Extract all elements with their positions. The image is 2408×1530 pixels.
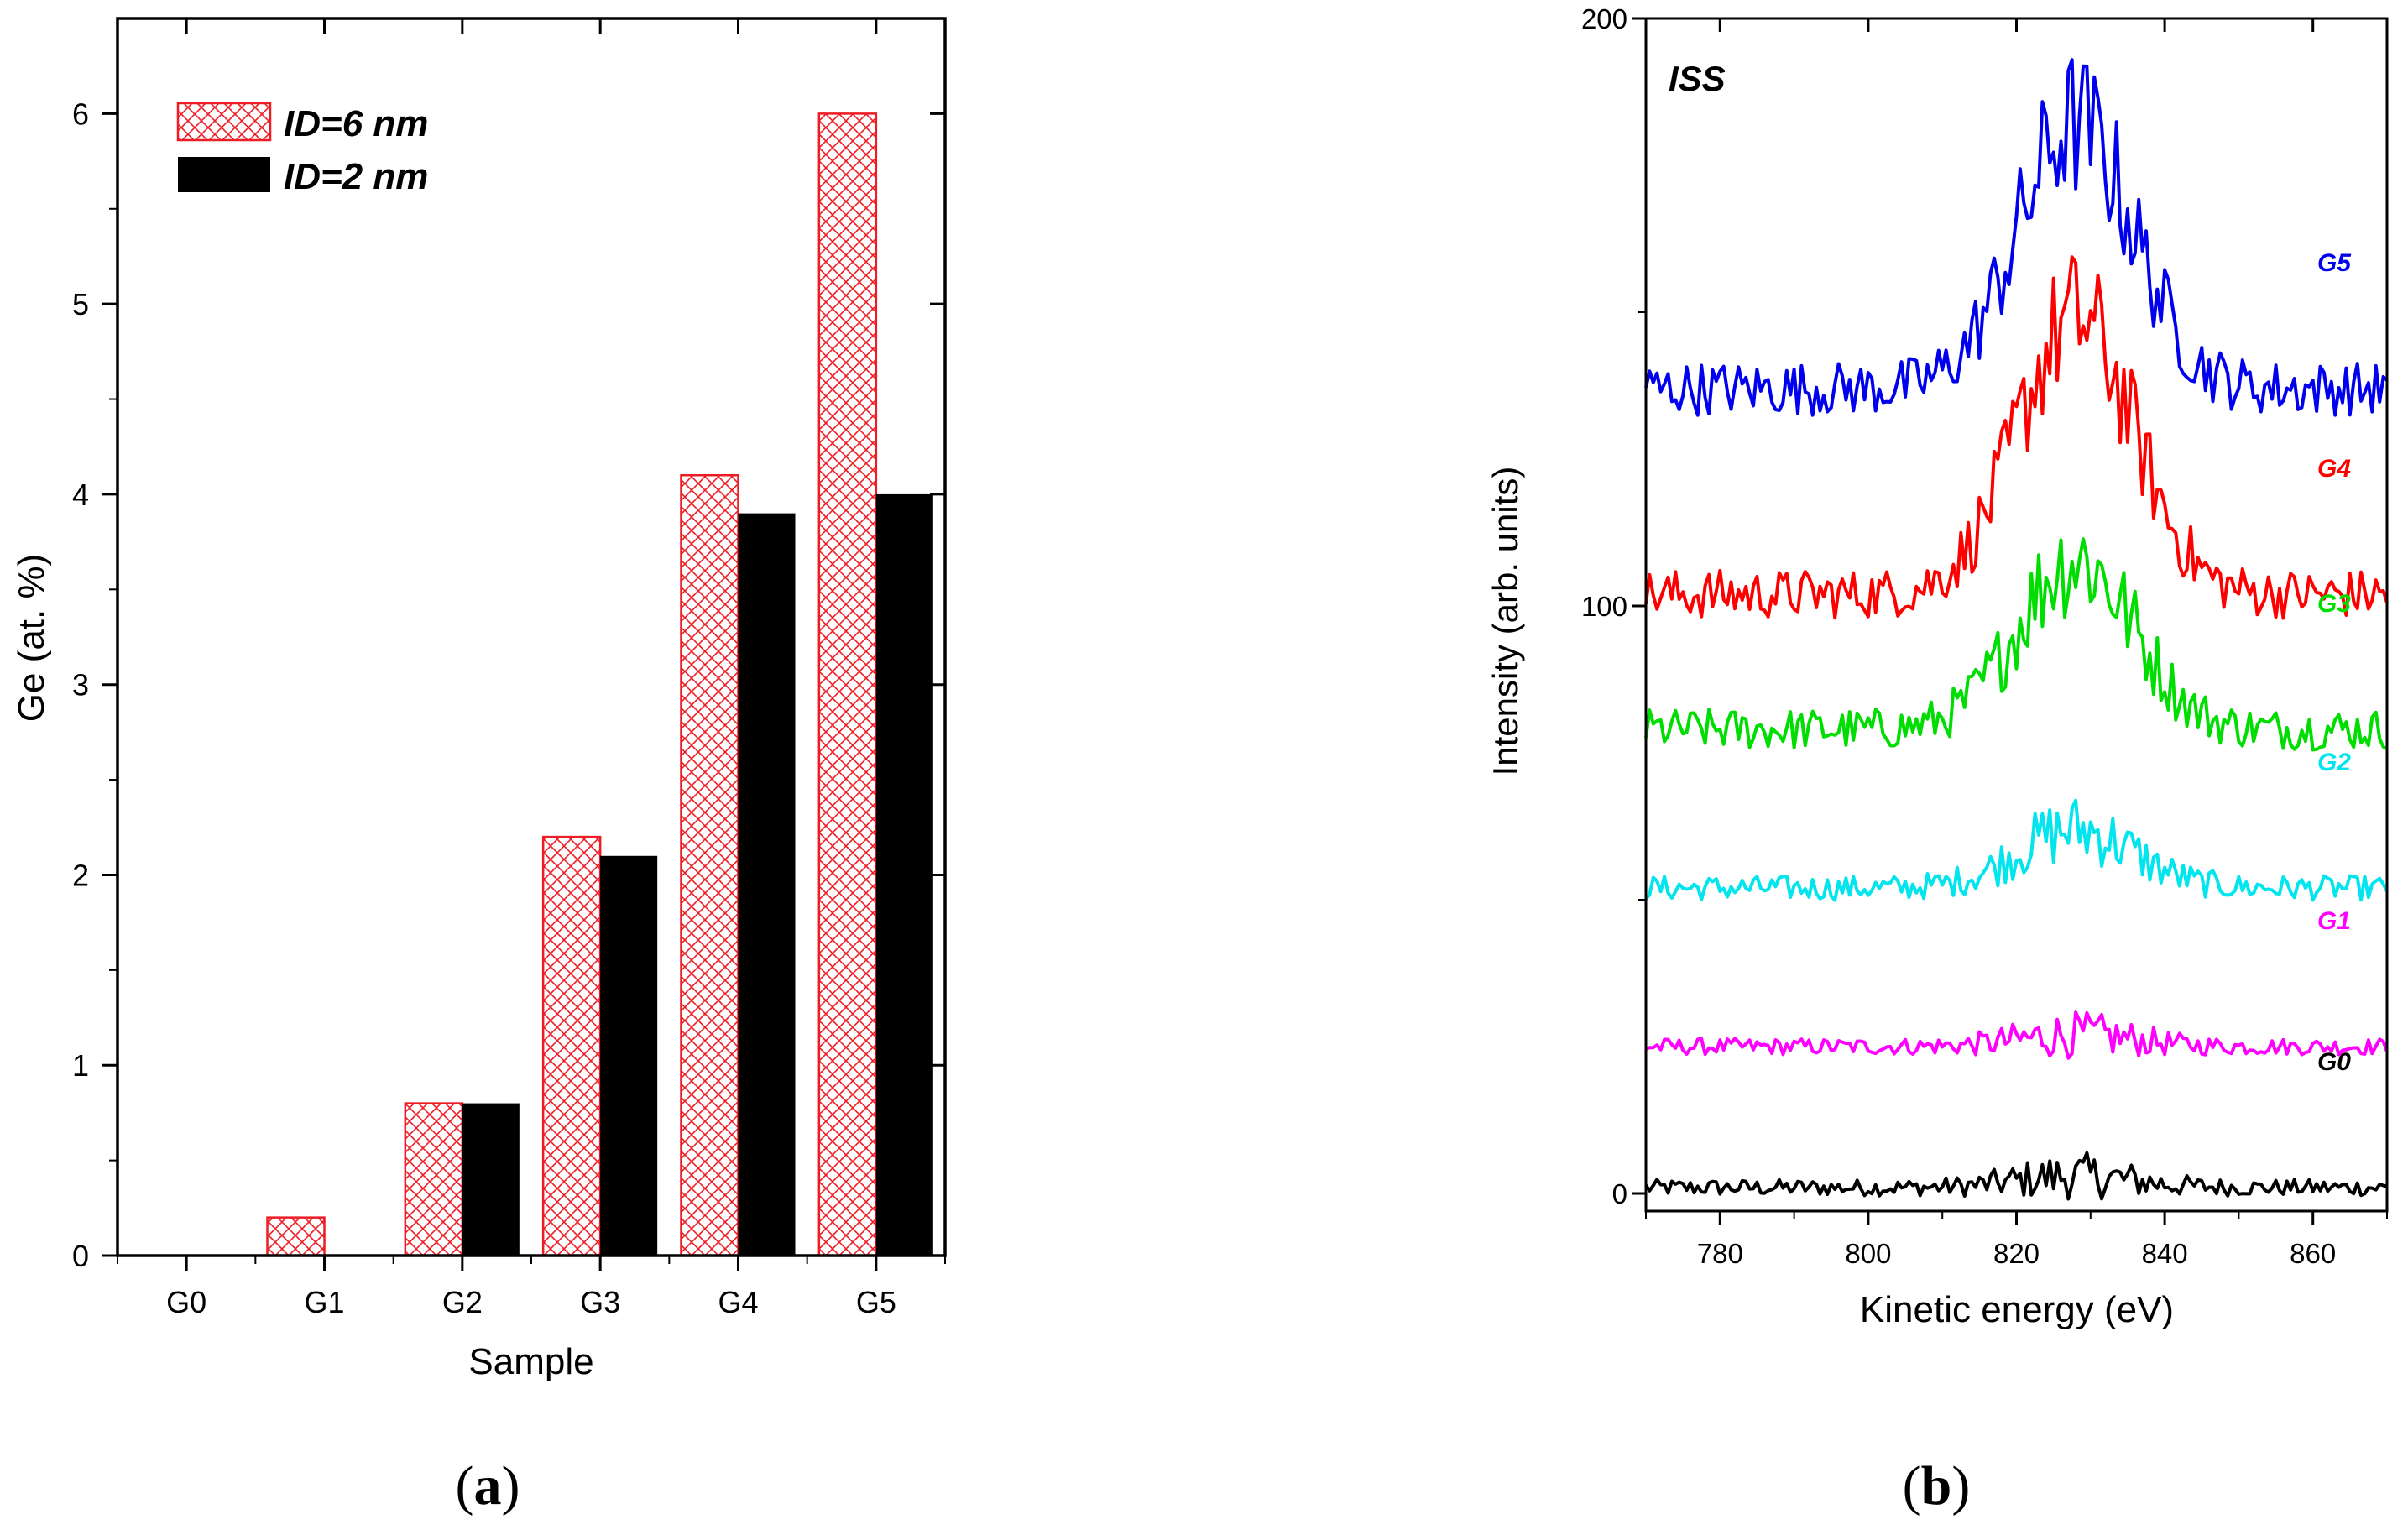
bar-g3-id2	[600, 855, 658, 1256]
spectrum-line-g2	[1644, 798, 2389, 902]
y-tick-label: 5	[72, 287, 89, 321]
x-tick-label: 800	[1845, 1238, 1891, 1269]
x-axis-label: Sample	[468, 1341, 593, 1382]
bar-g4-id6	[680, 473, 739, 1257]
spectra-lines	[1644, 58, 2389, 1201]
series-label-g5: G5	[2317, 249, 2352, 277]
bar-g5-id6	[817, 112, 878, 1257]
spectrum-line-g4	[1644, 255, 2389, 620]
y-axis-label: Intensity (arb. units)	[1486, 467, 1525, 776]
y-tick-label: 3	[72, 668, 89, 702]
bar-g3-id6	[541, 835, 602, 1257]
series-label-g2: G2	[2317, 749, 2351, 776]
x-tick-label: G4	[718, 1285, 758, 1319]
bar-g2-id2	[462, 1103, 520, 1256]
panel-a-bar-chart: 0 1 2 3 4 5 6 G0 G1 G2 G3 G4 G5 Ge (at. %) Sample I…	[11, 17, 947, 1517]
series-label-g1: G1	[2317, 907, 2351, 935]
x-tick-label: 860	[2290, 1238, 2336, 1269]
legend-swatch-id2	[178, 157, 270, 192]
x-tick-label: 780	[1697, 1238, 1743, 1269]
series-label-g4: G4	[2317, 455, 2351, 483]
y-tick-label: 6	[72, 97, 89, 131]
spectrum-line-g5	[1644, 58, 2389, 417]
bar-g4-id2	[738, 513, 796, 1256]
bar-g1-id6	[266, 1216, 326, 1257]
bar-g2-id6	[404, 1102, 464, 1257]
y-tick-label: 4	[72, 478, 89, 512]
x-tick-label: 840	[2142, 1238, 2188, 1269]
y-tick-label: 2	[72, 858, 89, 892]
legend-swatch-id6	[176, 102, 272, 142]
spectrum-line-g0	[1644, 1151, 2388, 1201]
y-axis-ticks: 0 100 200	[1581, 3, 1646, 1209]
x-tick-label: G3	[580, 1285, 620, 1319]
x-axis-ticks: 780 800 820 840 860	[1645, 18, 2388, 1269]
y-tick-label: 0	[1612, 1178, 1627, 1209]
y-tick-label: 1	[72, 1048, 89, 1083]
x-tick-label: 820	[1993, 1238, 2040, 1269]
x-tick-label: G2	[442, 1285, 483, 1319]
spectrum-line-g1	[1645, 1010, 2389, 1060]
legend-label-id2: ID=2 nm	[284, 156, 428, 197]
y-axis-label: Ge (at. %)	[11, 554, 52, 723]
x-axis-label: Kinetic energy (eV)	[1860, 1289, 2174, 1330]
spectrum-line-g3	[1644, 537, 2388, 752]
y-tick-label: 100	[1581, 591, 1627, 622]
y-tick-label: 0	[72, 1239, 89, 1273]
chart-title-iss: ISS	[1669, 59, 1726, 98]
y-axis-ticks: 0 1 2 3 4 5 6	[72, 97, 945, 1273]
series-label-g3: G3	[2317, 590, 2351, 618]
legend-label-id6: ID=6 nm	[284, 103, 428, 144]
panel-label-a: (a)	[456, 1455, 520, 1517]
x-tick-label: G0	[166, 1285, 206, 1319]
x-tick-label: G5	[856, 1285, 896, 1319]
x-tick-label: G1	[304, 1285, 344, 1319]
series-label-g0: G0	[2317, 1048, 2351, 1076]
bar-series-group	[266, 112, 933, 1257]
legend: ID=6 nm ID=2 nm	[176, 102, 428, 197]
y-tick-label: 200	[1581, 3, 1627, 34]
panel-label-b: (b)	[1903, 1455, 1971, 1517]
panel-b-line-chart: 0 100 200 780 800 820 840 860 G0 G1 G2 G3 G4 G5 ISS…	[1486, 3, 2389, 1517]
series-labels: G0 G1 G2 G3 G4 G5	[2317, 249, 2352, 1076]
x-axis-ticks: G0 G1 G2 G3 G4 G5	[117, 18, 946, 1319]
bar-g5-id2	[875, 493, 933, 1256]
